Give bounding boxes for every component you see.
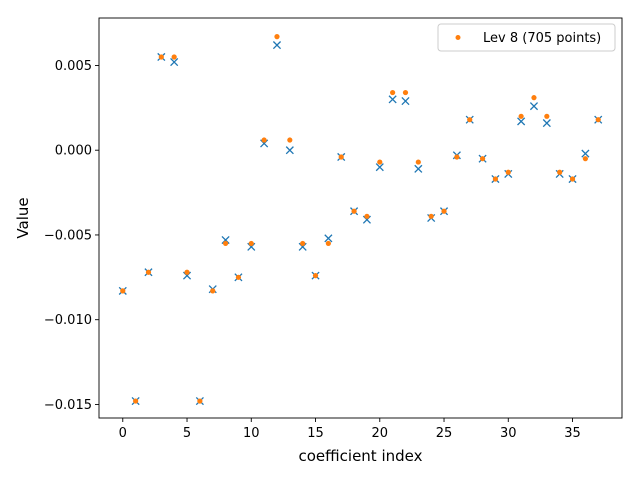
point-x-marker: [388, 95, 397, 104]
point-dot-marker: [428, 213, 434, 219]
point-dot-marker: [415, 159, 421, 165]
point-dot-marker: [312, 273, 319, 279]
x-axis-label: coefficient index: [299, 447, 423, 465]
point-dot-marker: [390, 89, 396, 96]
point-dot-marker: [377, 159, 383, 165]
point-dot-marker: [158, 54, 164, 60]
plot-frame: [98, 17, 623, 419]
point-dot-marker: [531, 95, 537, 101]
legend-box: [437, 23, 616, 52]
point-dot-marker: [184, 269, 190, 275]
y-tick-label: −0.005: [44, 228, 92, 243]
point-x-marker: [170, 58, 179, 67]
point-x-marker: [285, 146, 294, 155]
point-dot-marker: [171, 54, 177, 60]
x-axis-ticks: 0 5 10 15 20 25 30 35: [119, 418, 581, 441]
y-tick-label: 0.000: [55, 144, 92, 159]
x-tick-label: 10: [243, 426, 260, 441]
point-dot-marker: [197, 398, 203, 404]
point-x-marker: [529, 102, 539, 111]
x-tick-label: 0: [119, 426, 127, 441]
point-x-marker: [517, 117, 526, 126]
x-tick-label: 20: [372, 426, 389, 441]
x-tick-label: 30: [500, 426, 517, 441]
x-tick-label: 15: [307, 426, 324, 441]
point-dot-marker: [300, 240, 306, 247]
point-dot-marker: [287, 137, 293, 143]
point-dot-marker: [235, 274, 242, 280]
point-dot-marker: [145, 269, 152, 275]
point-x-marker: [581, 149, 590, 158]
point-x-marker: [375, 163, 384, 172]
point-dot-marker: [402, 89, 409, 96]
point-x-marker: [272, 41, 282, 50]
y-axis-label: Value: [14, 197, 32, 238]
point-dot-marker: [120, 288, 126, 294]
point-dot-marker: [133, 398, 139, 404]
legend-marker-dot: [455, 35, 461, 40]
point-dot-marker: [467, 117, 473, 123]
y-axis-ticks: −0.015 −0.010 −0.005 0.000 0.005: [44, 59, 99, 413]
point-x-marker: [414, 164, 423, 173]
point-dot-marker: [364, 213, 370, 219]
point-dot-marker: [595, 117, 601, 123]
legend: Lev 8 (705 points): [437, 23, 616, 52]
x-tick-label: 5: [183, 426, 191, 441]
point-dot-marker: [441, 208, 447, 214]
x-tick-label: 25: [436, 426, 453, 441]
point-x-marker: [401, 96, 410, 106]
y-tick-label: −0.015: [44, 398, 92, 413]
point-dot-marker: [274, 34, 280, 40]
point-dot-marker: [582, 156, 588, 162]
point-dot-marker: [492, 176, 499, 182]
point-dot-marker: [505, 169, 511, 175]
point-dot-marker: [569, 176, 576, 182]
y-tick-label: −0.010: [44, 313, 92, 328]
point-dot-marker: [454, 154, 460, 160]
point-dot-marker: [338, 154, 344, 160]
point-dot-marker: [325, 240, 331, 247]
x-tick-label: 35: [564, 426, 581, 441]
point-dot-marker: [222, 240, 229, 247]
point-dot-marker: [210, 288, 216, 294]
y-tick-label: 0.005: [55, 59, 92, 74]
point-dot-marker: [261, 137, 267, 143]
point-dot-marker: [518, 113, 524, 119]
plot-area: [99, 18, 622, 418]
point-dot-marker: [248, 240, 254, 247]
point-dot-marker: [479, 156, 486, 162]
point-dot-marker: [557, 169, 563, 175]
legend-label: Lev 8 (705 points): [483, 31, 601, 46]
data-marks: [118, 34, 603, 406]
point-dot-marker: [351, 208, 357, 214]
point-x-marker: [324, 234, 333, 243]
point-x-marker: [542, 119, 551, 128]
point-dot-marker: [544, 113, 550, 119]
